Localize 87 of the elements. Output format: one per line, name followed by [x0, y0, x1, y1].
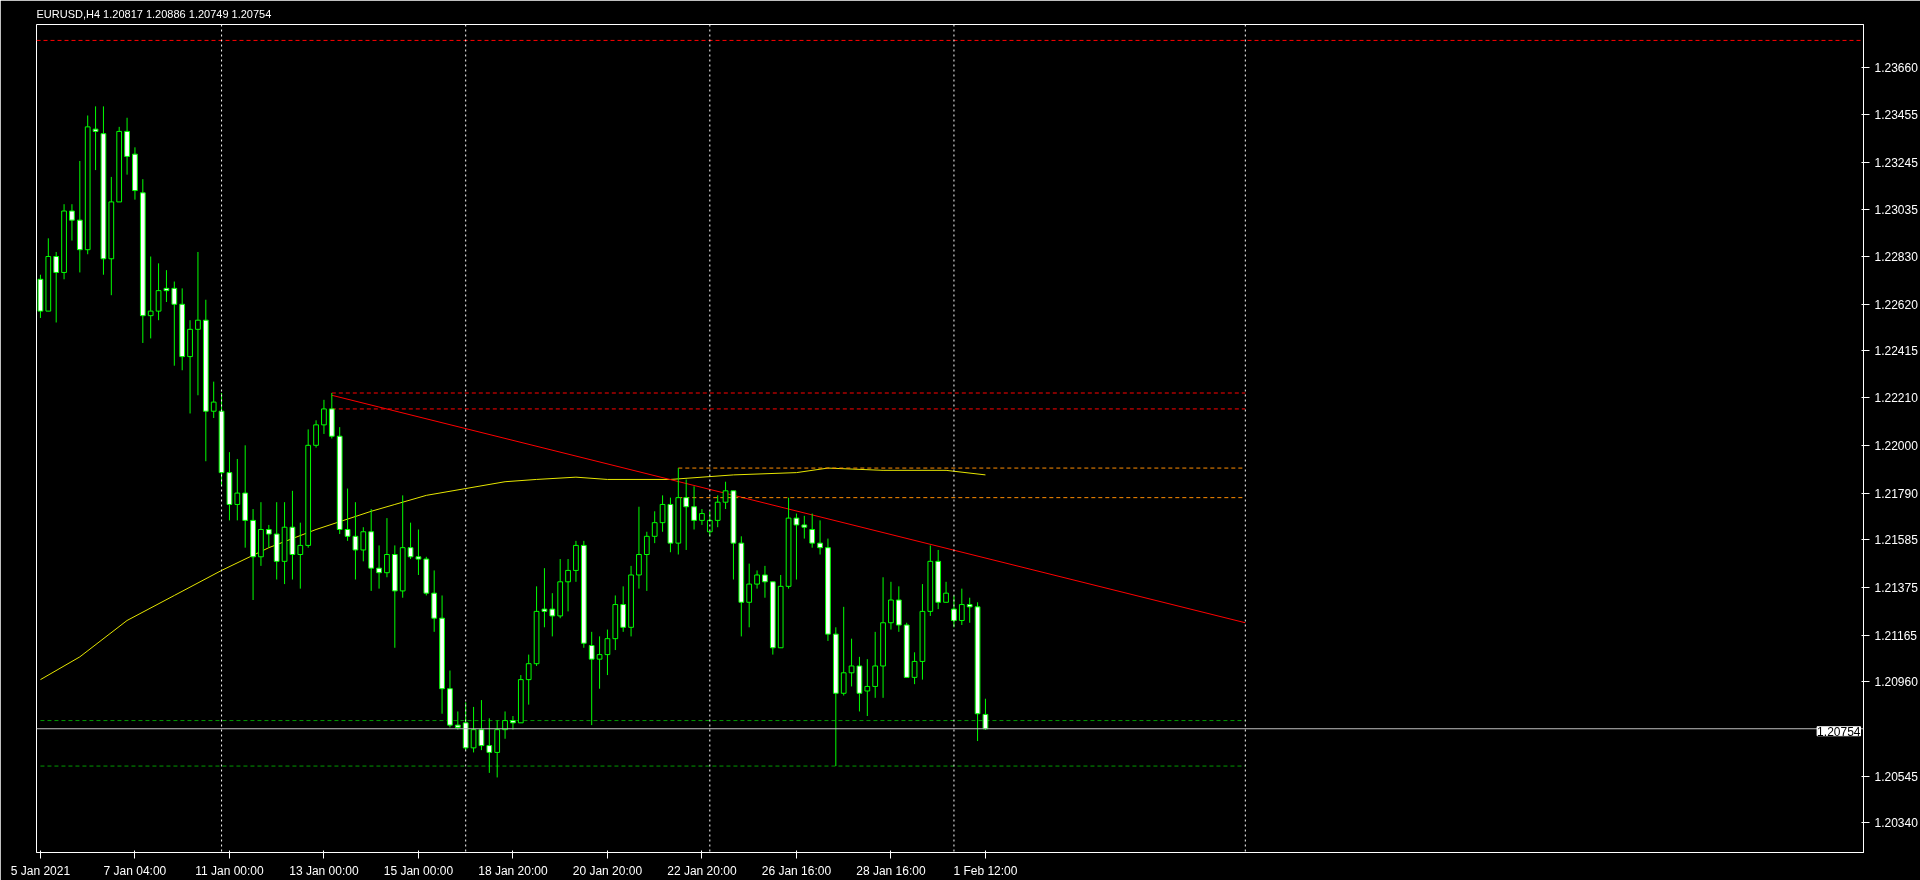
- candlestick: [754, 569, 760, 590]
- candlestick: [714, 494, 721, 528]
- x-tick-label: 7 Jan 04:00: [103, 863, 167, 878]
- y-tick-label: 1.23455: [1874, 107, 1919, 122]
- candlestick: [234, 458, 241, 521]
- y-tick-label: 1.21165: [1874, 628, 1918, 643]
- y-tick-label: 1.22415: [1874, 344, 1919, 359]
- y-tick-label: 1.20545: [1874, 769, 1919, 784]
- candlestick: [155, 262, 162, 321]
- candlestick: [643, 531, 650, 592]
- y-tick-label: 1.21585: [1874, 533, 1919, 548]
- x-tick-label: 1 Feb 12:00: [953, 863, 1018, 878]
- candlestick: [872, 631, 879, 699]
- candlestick: [384, 517, 390, 578]
- candlestick: [195, 251, 201, 396]
- candlestick: [525, 654, 532, 706]
- candlestick: [313, 419, 319, 449]
- candlestick: [494, 720, 501, 778]
- x-tick-label: 15 Jan 00:00: [383, 863, 454, 878]
- candlestick: [588, 631, 595, 726]
- candlestick: [502, 710, 508, 740]
- x-tick-label: 28 Jan 16:00: [856, 863, 926, 878]
- candlestick: [604, 629, 611, 676]
- candlestick: [407, 522, 414, 560]
- candlestick: [376, 544, 382, 590]
- candlestick: [53, 251, 60, 323]
- x-tick-label: 11 Jan 00:00: [195, 863, 265, 878]
- candlestick: [596, 635, 603, 690]
- candlestick: [265, 524, 272, 549]
- candlestick: [911, 651, 918, 685]
- x-tick-label: 22 Jan 20:00: [667, 863, 737, 878]
- y-tick-label: 1.21790: [1874, 486, 1919, 501]
- candlestick: [541, 567, 548, 628]
- candlestick: [415, 528, 422, 576]
- candlestick: [706, 510, 713, 537]
- candlestick: [801, 515, 808, 540]
- candlestick: [809, 513, 816, 549]
- candlestick: [565, 558, 571, 612]
- candlestick: [486, 717, 493, 774]
- y-tick-label: 1.22620: [1874, 297, 1919, 312]
- y-tick-label: 1.21375: [1874, 580, 1919, 595]
- candlestick: [840, 606, 847, 697]
- candlestick: [360, 526, 367, 562]
- y-tick-label: 1.22000: [1874, 438, 1919, 453]
- candlestick: [958, 588, 965, 626]
- ref-line-label: 1.20754: [1817, 724, 1861, 739]
- candlestick: [746, 563, 753, 628]
- y-tick-label: 1.20340: [1874, 816, 1919, 831]
- x-tick-label: 20 Jan 20:00: [572, 863, 643, 878]
- y-tick-label: 1.22830: [1874, 250, 1919, 265]
- x-tick-label: 26 Jan 16:00: [761, 863, 832, 878]
- candlestick: [454, 710, 461, 731]
- line-series: [39, 467, 986, 681]
- candlestick: [683, 478, 690, 551]
- candlestick: [943, 581, 949, 603]
- x-tick-label: 13 Jan 00:00: [289, 863, 359, 878]
- candlestick: [651, 510, 658, 544]
- y-tick-label: 1.23035: [1874, 203, 1919, 218]
- candlestick: [69, 203, 75, 242]
- candlestick: [210, 381, 217, 419]
- candlestick: [352, 501, 359, 581]
- candlestick: [888, 581, 894, 631]
- y-tick-label: 1.22210: [1874, 391, 1919, 406]
- candlestick: [549, 592, 556, 637]
- x-tick-label: 5 Jan 2021: [10, 863, 71, 878]
- chart-title: EURUSD,H4 1.20817 1.20886 1.20749 1.20754: [36, 7, 272, 20]
- candlestick: [344, 488, 351, 542]
- candlestick: [171, 281, 178, 367]
- candlestick: [510, 715, 516, 731]
- candlestick: [966, 597, 973, 624]
- candlestick: [321, 399, 327, 435]
- y-tick-label: 1.23245: [1874, 155, 1919, 170]
- candlestick: [297, 522, 304, 590]
- candlestick: [699, 508, 705, 526]
- candlestick: [762, 565, 768, 599]
- candlestick: [982, 698, 989, 731]
- y-tick-label: 1.20960: [1874, 675, 1919, 690]
- candlestick: [636, 506, 642, 590]
- candlestick: [163, 269, 170, 303]
- candlestick: [691, 485, 697, 530]
- candlestick: [817, 519, 823, 556]
- candlestick: [147, 256, 154, 339]
- candlestick: [620, 585, 627, 633]
- candlestick: [92, 105, 99, 171]
- y-tick-label: 1.23660: [1874, 61, 1919, 76]
- x-tick-label: 18 Jan 20:00: [478, 863, 548, 878]
- candlestick: [864, 658, 871, 717]
